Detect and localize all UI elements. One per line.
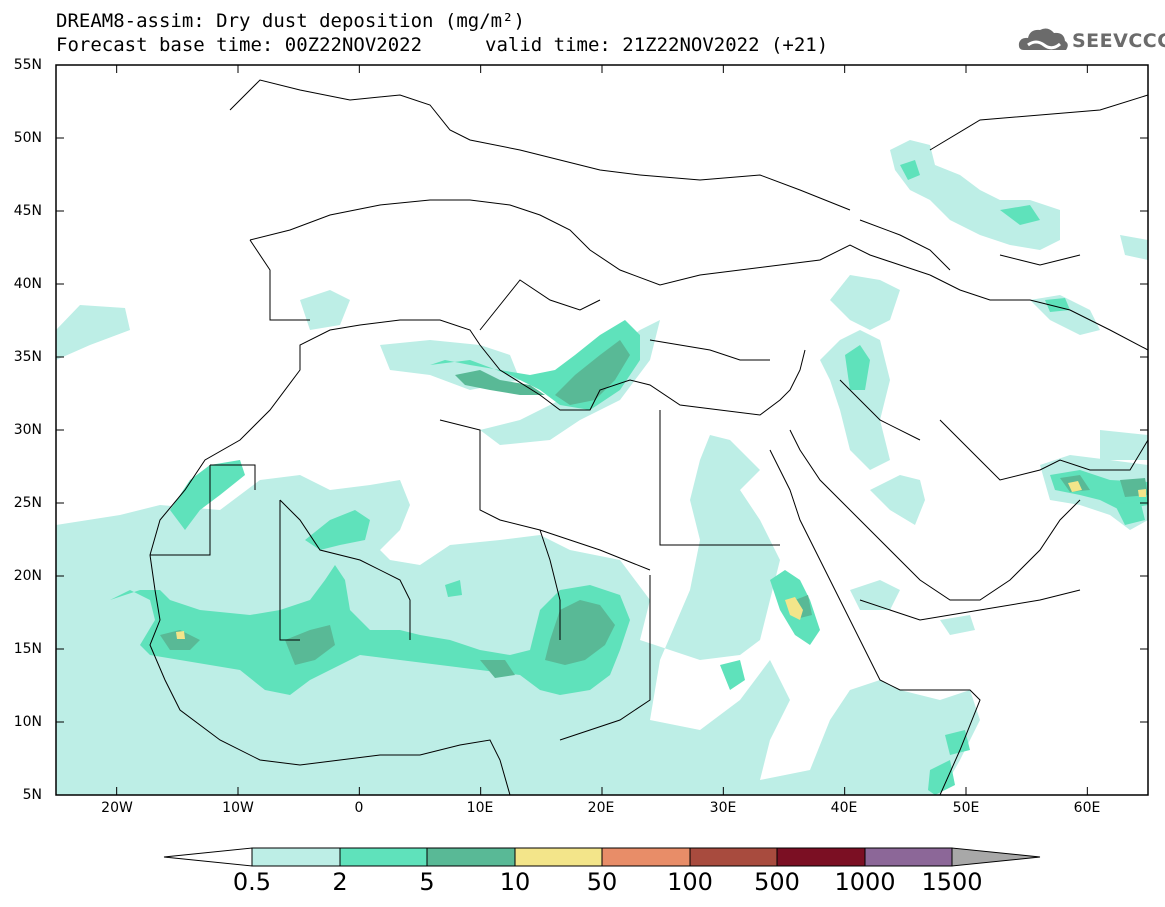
- colorbar-swatch-3: [426, 847, 516, 867]
- lat-label: 15N: [13, 641, 42, 657]
- colorbar-label: 5: [419, 868, 435, 896]
- lat-label: 55N: [13, 57, 42, 73]
- lat-label: 30N: [13, 422, 42, 438]
- lon-label: 10W: [222, 800, 254, 816]
- cloud-logo-icon: [1018, 28, 1068, 50]
- colorbar-swatch-6: [689, 847, 778, 867]
- forecast-base-time: Forecast base time: 00Z22NOV2022: [56, 34, 423, 56]
- lat-label: 35N: [13, 349, 42, 365]
- colorbar-swatch-7: [776, 847, 866, 867]
- lat-label: 45N: [13, 203, 42, 219]
- lat-label: 10N: [13, 714, 42, 730]
- colorbar-label: 100: [667, 868, 713, 896]
- lat-label: 20N: [13, 568, 42, 584]
- lon-label: 50E: [952, 800, 980, 816]
- colorbar-swatch-4: [514, 847, 603, 867]
- lat-label: 25N: [13, 495, 42, 511]
- colorbar-label: 0.5: [232, 868, 272, 896]
- lat-label: 40N: [13, 276, 42, 292]
- lon-label: 40E: [830, 800, 858, 816]
- colorbar-label: 1000: [834, 868, 896, 896]
- colorbar: [163, 847, 1041, 867]
- colorbar-min-triangle: [163, 847, 253, 867]
- logo-text: SEEVCCC: [1072, 30, 1165, 52]
- colorbar-swatch-8: [864, 847, 953, 867]
- colorbar-label: 2: [332, 868, 348, 896]
- map-title: DREAM8-assim: Dry dust deposition (mg/m²…: [56, 10, 525, 32]
- lat-label: 50N: [13, 130, 42, 146]
- colorbar-swatch-2: [339, 847, 428, 867]
- colorbar-swatch-5: [601, 847, 691, 867]
- colorbar-label: 10: [499, 868, 531, 896]
- axis-ticks: [56, 64, 1148, 796]
- lon-label: 20E: [587, 800, 615, 816]
- lon-label: 30E: [709, 800, 737, 816]
- colorbar-label: 500: [754, 868, 800, 896]
- dust-field: [56, 140, 1148, 795]
- colorbar-swatch-1: [251, 847, 341, 867]
- seevccc-logo: SEEVCCC: [1018, 24, 1165, 58]
- lon-label: 60E: [1073, 800, 1101, 816]
- lat-label: 5N: [22, 787, 42, 803]
- lon-label: 10E: [466, 800, 494, 816]
- lon-label: 20W: [101, 800, 133, 816]
- colorbar-label: 50: [586, 868, 618, 896]
- colorbar-max-triangle: [951, 847, 1041, 867]
- coastlines: [149, 79, 1148, 795]
- lon-label: 0: [354, 800, 364, 816]
- colorbar-label: 1500: [921, 868, 983, 896]
- valid-time: valid time: 21Z22NOV2022 (+21): [485, 34, 829, 56]
